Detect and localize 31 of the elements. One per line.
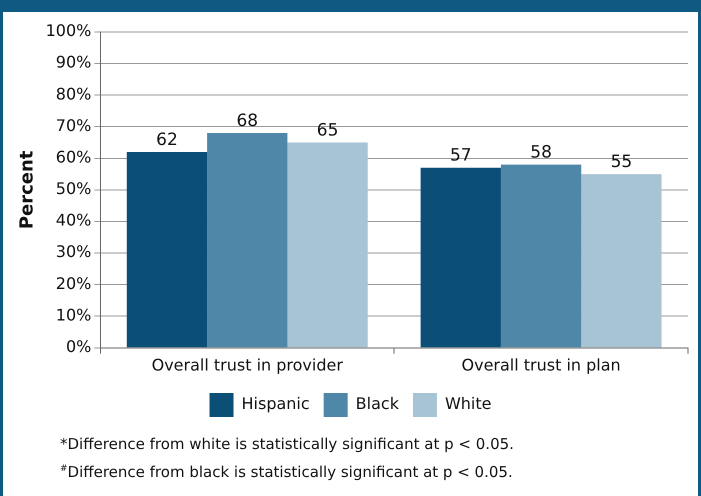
text: *Difference from white is statistically significant at p < 0.05. (60, 434, 514, 455)
y-tick-label: 30% (56, 242, 92, 262)
y-tick-label: 60% (56, 147, 92, 166)
data-label: 57 (450, 146, 472, 166)
legend-label: White (444, 394, 492, 414)
legend-label: Hispanic (242, 394, 310, 414)
y-axis-title: Percent (16, 150, 38, 230)
y-tick-label: 40% (56, 210, 92, 230)
bar (500, 164, 582, 348)
x-tick-label: Overall trust in provider (152, 356, 344, 375)
data-label: 55 (610, 152, 632, 172)
bar (581, 174, 662, 348)
bar (420, 168, 501, 348)
y-tick-label: 10% (56, 305, 92, 324)
y-tick-label: 80% (56, 84, 92, 104)
bar (287, 142, 368, 348)
data-label: 65 (316, 120, 338, 140)
y-tick-label: 20% (56, 274, 92, 293)
x-tick-label: Overall trust in plan (462, 356, 621, 375)
legend-label: Black (356, 394, 400, 414)
y-tick-label: 100% (46, 21, 92, 40)
bar (126, 152, 208, 348)
text: $^{#}$Difference from black is statistically significant at p < 0.05. (60, 462, 514, 483)
y-tick-label: 70% (56, 116, 92, 135)
data-label: 68 (236, 110, 258, 131)
y-tick-label: 90% (56, 52, 92, 72)
y-tick-label: 0% (66, 336, 92, 356)
data-label: 62 (156, 130, 178, 150)
data-label: 58 (530, 142, 552, 163)
bar (207, 133, 288, 348)
y-tick-label: 50% (56, 179, 92, 198)
